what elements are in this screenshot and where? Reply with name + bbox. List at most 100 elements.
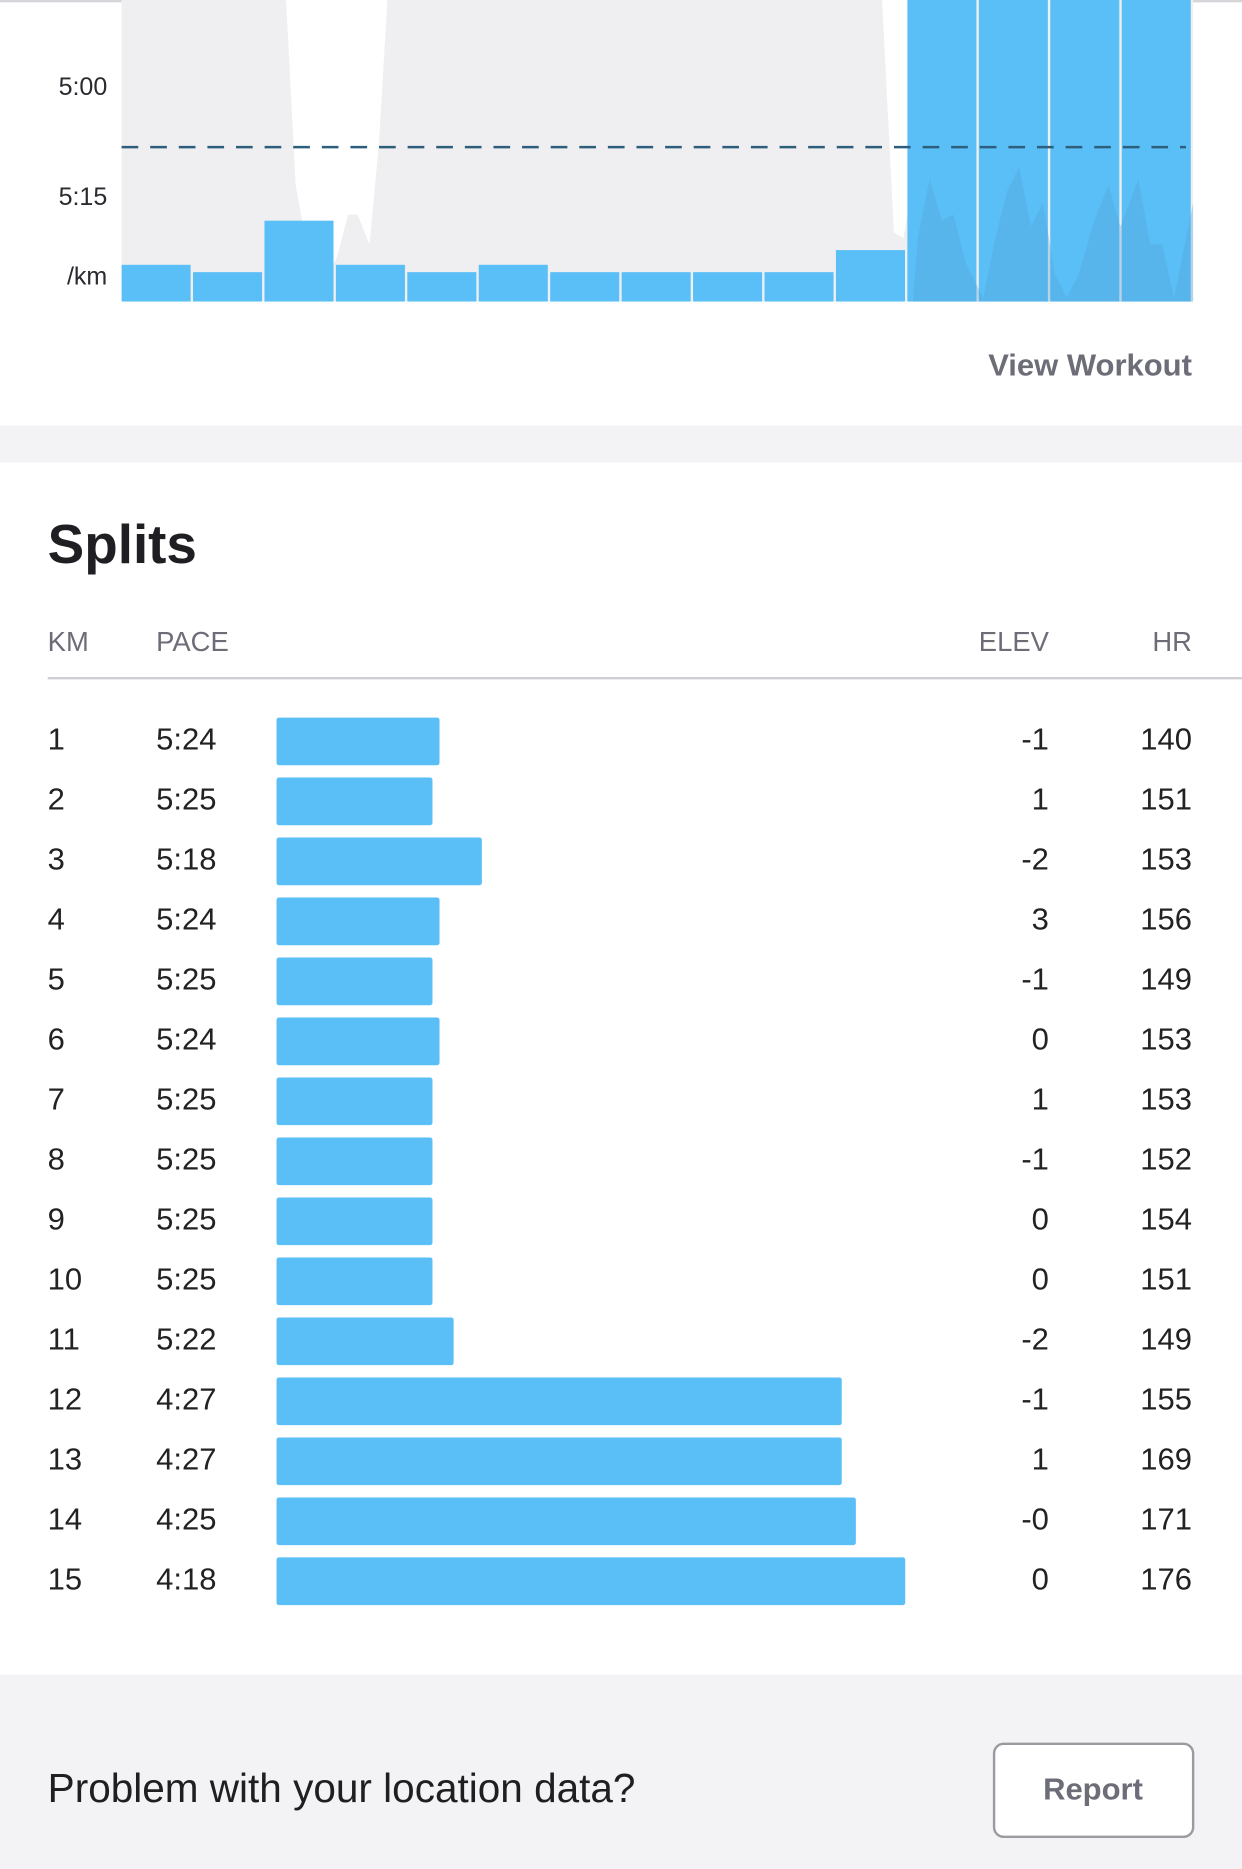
pace-cell: 5:25 [156, 962, 216, 997]
pace-bar [276, 717, 440, 766]
hr-cell: 155 [1140, 1381, 1192, 1416]
pace-bar [978, 0, 1048, 302]
elev-cell: -1 [1021, 1142, 1049, 1177]
elev-cell: -2 [1021, 842, 1049, 877]
elev-cell: -2 [1021, 1321, 1049, 1356]
pace-bar [193, 272, 263, 302]
pace-bar [276, 1077, 433, 1126]
km-cell: 9 [48, 1202, 65, 1237]
elev-cell: -1 [1021, 962, 1049, 997]
elev-cell: -1 [1021, 1381, 1049, 1416]
pace-bar [907, 0, 977, 302]
pace-bar [407, 272, 477, 302]
pace-cell: 4:18 [156, 1561, 216, 1596]
pace-bar [276, 1137, 433, 1186]
hr-cell: 153 [1140, 1022, 1192, 1057]
km-cell: 12 [48, 1381, 82, 1416]
pace-bar [276, 1557, 906, 1606]
hr-cell: 169 [1140, 1441, 1192, 1476]
pace-bar [276, 957, 433, 1006]
km-cell: 14 [48, 1501, 82, 1536]
elev-cell: 0 [1032, 1262, 1049, 1297]
elev-cell: -1 [1021, 722, 1049, 757]
pace-cell: 5:25 [156, 1262, 216, 1297]
pace-bar [621, 272, 691, 302]
elev-cell: -0 [1021, 1501, 1049, 1536]
elev-cell: 1 [1032, 1441, 1049, 1476]
pace-cell: 4:27 [156, 1381, 216, 1416]
pace-cell: 5:18 [156, 842, 216, 877]
hr-overlay [913, 166, 1194, 302]
hr-cell: 153 [1140, 1082, 1192, 1117]
km-cell: 13 [48, 1441, 82, 1476]
km-cell: 1 [48, 722, 65, 757]
elev-cell: 0 [1032, 1202, 1049, 1237]
pace-cell: 5:25 [156, 1142, 216, 1177]
km-cell: 3 [48, 842, 65, 877]
hr-cell: 152 [1140, 1142, 1192, 1177]
plot [121, 0, 1191, 302]
pace-bar [264, 220, 334, 302]
pace-bar [550, 272, 620, 302]
hr-cell: 176 [1140, 1561, 1192, 1596]
column-header: ELEV [979, 626, 1050, 657]
column-header: KM [48, 626, 89, 657]
y-tick-label: 5:15 [59, 183, 108, 211]
pace-bar [1121, 0, 1191, 302]
pace-cell: 4:27 [156, 1441, 216, 1476]
pace-cell: 4:25 [156, 1501, 216, 1536]
y-axis: 5:00 5:15 [59, 73, 108, 211]
y-unit: /km [67, 262, 107, 290]
hr-cell: 171 [1140, 1501, 1192, 1536]
pace-bar [478, 264, 548, 302]
pace-cell: 5:25 [156, 1202, 216, 1237]
hr-cell: 149 [1140, 1321, 1192, 1356]
km-cell: 6 [48, 1022, 65, 1057]
km-cell: 15 [48, 1561, 82, 1596]
elev-cell: 1 [1032, 1082, 1049, 1117]
column-header: HR [1152, 626, 1192, 657]
chart-gap [882, 0, 914, 239]
pace-bar [835, 250, 905, 302]
pace-cell: 5:25 [156, 1082, 216, 1117]
hr-cell: 151 [1140, 782, 1192, 817]
pace-bar [276, 777, 433, 826]
report-button-label[interactable]: Report [1043, 1772, 1143, 1807]
km-cell: 8 [48, 1142, 65, 1177]
km-cell: 2 [48, 782, 65, 817]
km-cell: 10 [48, 1262, 82, 1297]
splits-title: Splits [48, 513, 197, 575]
pace-bar [276, 1317, 454, 1366]
pace-bar [276, 897, 440, 946]
report-button[interactable] [992, 1742, 1195, 1838]
pace-bar [276, 1197, 433, 1246]
pace-cell: 5:24 [156, 902, 216, 937]
elev-cell: 0 [1032, 1561, 1049, 1596]
pace-bar [121, 264, 191, 302]
elev-cell: 0 [1032, 1022, 1049, 1057]
pace-bar [335, 264, 405, 302]
hr-cell: 154 [1140, 1202, 1192, 1237]
pace-bar [276, 1497, 856, 1546]
km-cell: 7 [48, 1082, 65, 1117]
km-cell: 5 [48, 962, 65, 997]
pace-bar [1050, 0, 1120, 302]
y-tick-label: 5:00 [59, 73, 108, 101]
elev-cell: 1 [1032, 782, 1049, 817]
pace-bar [276, 1257, 433, 1306]
pace-bar [693, 272, 763, 302]
footer-text: Problem with your location data? [48, 1765, 636, 1811]
view-workout-link[interactable]: View Workout [988, 347, 1192, 382]
pace-bar [276, 1437, 842, 1486]
pace-bar [764, 272, 834, 302]
hr-cell: 140 [1140, 722, 1192, 757]
pace-cell: 5:22 [156, 1321, 216, 1356]
separator [0, 425, 1242, 463]
km-cell: 11 [48, 1321, 80, 1356]
pace-cell: 5:24 [156, 722, 216, 757]
hr-cell: 153 [1140, 842, 1192, 877]
pace-cell: 5:25 [156, 782, 216, 817]
